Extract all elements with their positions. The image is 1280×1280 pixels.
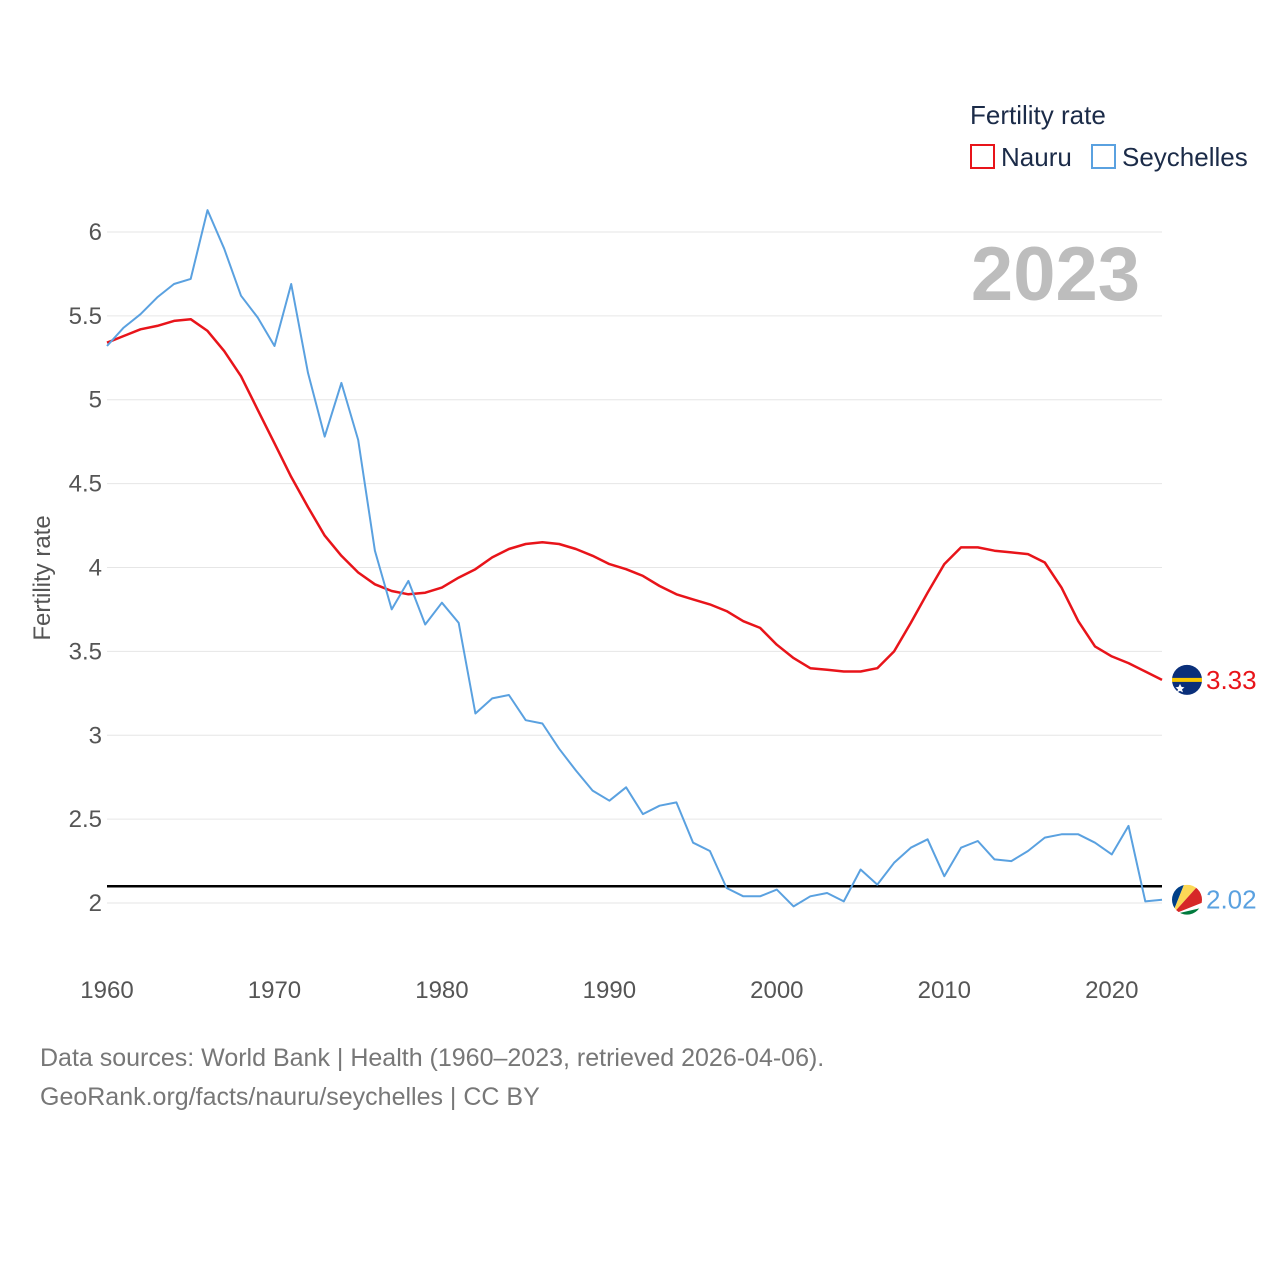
x-tick-label: 1990 [583, 977, 636, 1004]
x-tick-label: 2010 [918, 977, 971, 1004]
footer-attribution[interactable]: GeoRank.org/facts/nauru/seychelles | CC … [40, 1083, 540, 1111]
fertility-chart: 2 2.5 3 3.5 4 4.5 5 5.5 6 1960 1970 1980 1990 2000 20… [29, 100, 1257, 1004]
x-tick-label: 1970 [248, 977, 301, 1004]
nauru-end-value: 3.33 [1206, 665, 1257, 695]
seychelles-flag-icon [1172, 884, 1202, 915]
x-tick-label: 2000 [750, 977, 803, 1004]
y-tick-label: 4 [89, 555, 102, 582]
y-tick-label: 5.5 [69, 303, 102, 330]
legend-swatch-nauru[interactable] [970, 144, 995, 169]
y-tick-label: 2 [89, 890, 102, 917]
end-markers: 3.33 2.02 [1172, 664, 1257, 915]
x-tick-label: 1980 [415, 977, 468, 1004]
series-lines [106, 209, 1163, 908]
legend: Fertility rate Nauru Seychelles [970, 100, 1248, 172]
seychelles-line [106, 209, 1163, 908]
x-tick-label: 1960 [80, 977, 133, 1004]
legend-label-seychelles[interactable]: Seychelles [1122, 142, 1248, 172]
y-axis-ticks: 2 2.5 3 3.5 4 4.5 5 5.5 6 [69, 219, 102, 917]
gridlines [107, 231, 1162, 904]
legend-title: Fertility rate [970, 100, 1106, 130]
y-axis-title: Fertility rate [29, 515, 56, 640]
nauru-line [106, 317, 1163, 682]
x-axis-ticks: 1960 1970 1980 1990 2000 2010 2020 [80, 977, 1138, 1004]
y-tick-label: 2.5 [69, 806, 102, 833]
seychelles-end-value: 2.02 [1206, 885, 1257, 915]
year-label: 2023 [971, 232, 1140, 317]
y-tick-label: 6 [89, 219, 102, 246]
y-tick-label: 3 [89, 722, 102, 749]
legend-swatch-seychelles[interactable] [1091, 144, 1116, 169]
y-tick-label: 3.5 [69, 638, 102, 665]
x-tick-label: 2020 [1085, 977, 1138, 1004]
y-tick-label: 5 [89, 387, 102, 414]
y-tick-label: 4.5 [69, 471, 102, 498]
nauru-flag-icon [1172, 664, 1202, 695]
legend-label-nauru[interactable]: Nauru [1001, 142, 1072, 172]
footer-source: Data sources: World Bank | Health (1960–… [40, 1044, 825, 1072]
